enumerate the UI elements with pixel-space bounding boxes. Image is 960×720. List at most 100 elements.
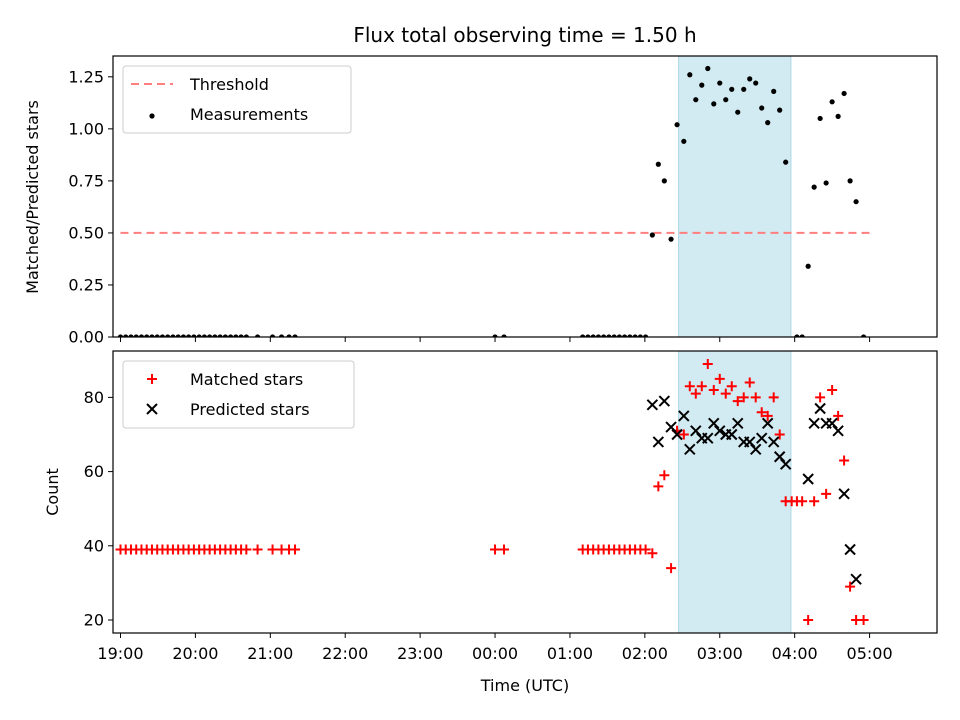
- matched-star-point: [690, 388, 701, 399]
- matched-star-point: [647, 548, 658, 559]
- measurement-point: [799, 334, 805, 337]
- measurement-point: [699, 82, 705, 88]
- y-tick-label: 20: [84, 611, 104, 630]
- legend-label: Measurements: [190, 105, 308, 124]
- predicted-star-point: [744, 436, 756, 448]
- measurement-point: [693, 97, 699, 103]
- matched-star-point: [490, 544, 501, 555]
- measurement-point: [117, 334, 124, 337]
- matched-star-point: [774, 429, 785, 440]
- legend-matched-swatch: [147, 374, 157, 384]
- measurement-point: [765, 120, 771, 126]
- measurement-point: [180, 334, 187, 337]
- x-tick-label: 23:00: [397, 644, 443, 663]
- measurement-point: [501, 334, 507, 337]
- matched-star-point: [720, 388, 731, 399]
- measurement-point: [627, 334, 633, 337]
- measurement-point: [292, 334, 298, 337]
- series-matched-stars: [115, 358, 869, 626]
- matched-star-point: [744, 377, 755, 388]
- legend: Matched stars Predicted stars: [122, 360, 355, 429]
- measurement-point: [841, 90, 847, 97]
- measurement-point: [674, 122, 680, 128]
- measurement-point: [611, 334, 617, 337]
- measurement-point: [783, 159, 789, 165]
- measurement-point: [616, 334, 622, 337]
- x-tick-label: 19:00: [97, 644, 143, 663]
- predicted-star-point: [761, 417, 774, 430]
- predicted-star-point: [826, 417, 838, 430]
- x-tick-label: 21:00: [247, 644, 293, 663]
- measurement-point: [601, 334, 607, 337]
- legend-label: Matched stars: [190, 370, 303, 389]
- matched-star-point: [714, 373, 725, 384]
- predicted-star-point: [732, 417, 744, 430]
- predicted-star-point: [658, 395, 671, 407]
- measurement-point: [212, 334, 218, 337]
- y-tick-label: 80: [84, 388, 104, 407]
- x-tick-label: 02:00: [622, 644, 668, 663]
- predicted-star-point: [808, 417, 820, 430]
- measurement-point: [133, 334, 139, 337]
- predicted-star-point: [756, 432, 768, 444]
- predicted-star-point: [678, 410, 690, 422]
- y-tick-label: 1.00: [68, 119, 104, 138]
- measurement-point: [729, 86, 735, 92]
- plot-area: [115, 358, 869, 626]
- matched-star-point: [797, 496, 808, 507]
- measurement-point: [191, 334, 197, 337]
- matched-star-point: [732, 396, 743, 407]
- predicted-star-point: [844, 543, 856, 556]
- measurement-point: [233, 334, 239, 337]
- y-tick-label: 0.75: [68, 171, 104, 190]
- legend-predicted-swatch: [146, 403, 158, 415]
- measurement-point: [222, 334, 228, 337]
- predicted-star-point: [708, 417, 720, 430]
- legend-label: Predicted stars: [190, 400, 310, 419]
- matched-star-point: [267, 544, 278, 555]
- matched-star-point: [252, 544, 263, 555]
- matched-star-point: [738, 392, 749, 403]
- predicted-star-point: [665, 421, 677, 433]
- matched-star-point: [659, 470, 670, 481]
- measurement-point: [753, 80, 759, 86]
- count-panel: 20 40 60 80 19:00 20:00 21:00 22:00 23:00 00:00 01…: [84, 350, 938, 663]
- predicted-star-point: [767, 436, 780, 448]
- measurement-point: [847, 178, 853, 184]
- measurement-point: [580, 334, 586, 337]
- measurement-point: [632, 334, 638, 337]
- measurement-point: [853, 199, 859, 205]
- matched-star-point: [858, 615, 869, 626]
- x-tick-label: 05:00: [847, 644, 893, 663]
- measurement-point: [649, 232, 655, 238]
- measurement-point: [196, 334, 202, 337]
- predicted-star-point: [779, 458, 792, 470]
- matched-star-point: [809, 496, 820, 507]
- count-y-axis-label: Count: [43, 468, 62, 516]
- matched-star-point: [640, 544, 651, 555]
- x-tick-label: 03:00: [697, 644, 743, 663]
- predicted-star-point: [702, 432, 714, 444]
- measurement-point: [655, 161, 661, 167]
- measurement-point: [717, 80, 723, 86]
- predicted-star-point: [802, 473, 814, 485]
- matched-star-point: [750, 392, 761, 403]
- matched-star-point: [762, 410, 773, 421]
- measurement-point: [643, 334, 649, 337]
- measurement-point: [238, 334, 244, 337]
- measurement-point: [138, 334, 145, 337]
- predicted-star-point: [684, 443, 696, 456]
- measurement-point: [144, 334, 150, 337]
- measurement-point: [186, 334, 192, 337]
- x-tick-label: 04:00: [772, 644, 818, 663]
- legend-label: Threshold: [189, 75, 269, 94]
- measurement-point: [492, 334, 498, 337]
- predicted-star-point: [714, 425, 726, 437]
- measurement-point: [817, 115, 823, 122]
- measurement-point: [823, 180, 829, 186]
- matched-star-point: [241, 544, 252, 555]
- measurement-point: [128, 334, 134, 337]
- y-tick-label: 40: [84, 536, 104, 555]
- x-tick-label: 20:00: [172, 644, 218, 663]
